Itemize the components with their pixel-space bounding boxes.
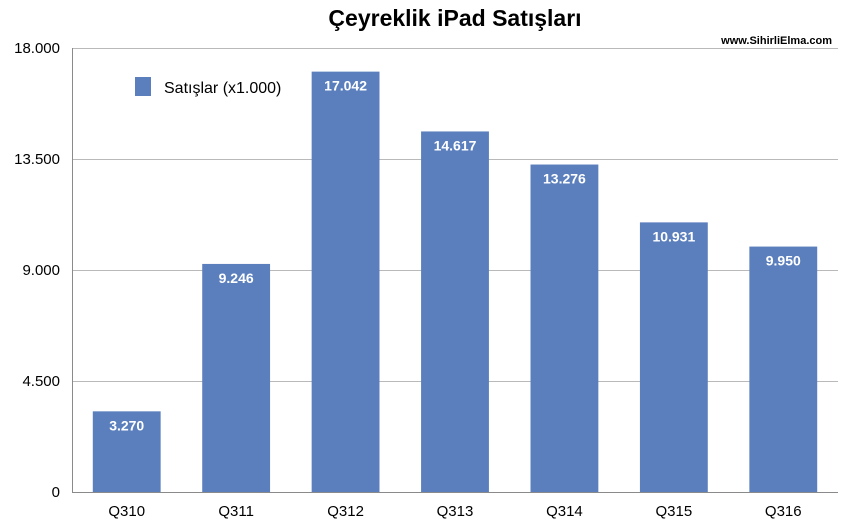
bar [202,263,271,492]
bar-value-label: 9.246 [219,270,254,286]
bar-value-label: 9.950 [766,253,801,269]
y-tick-label: 0 [52,484,60,501]
y-axis-tick-labels: 0 4.500 9.000 13.500 18.000 [14,40,60,501]
chart-title: Çeyreklik iPad Satışları [328,5,581,31]
legend-swatch [135,77,151,96]
bar-value-label: 17.042 [324,78,367,94]
bars: 3.270 9.246 17.042 14.617 13.276 10.931 9.950 [92,71,818,493]
y-tick-label: 9.000 [22,262,60,279]
x-tick-label: Q313 [437,503,474,520]
x-axis-tick-labels: Q310 Q311 Q312 Q313 Q314 Q315 Q316 [108,503,801,520]
bar-value-label: 13.276 [543,171,586,187]
x-tick-label: Q314 [546,503,583,520]
y-tick-label: 13.500 [14,151,60,168]
x-tick-label: Q316 [765,503,802,520]
bar [530,164,599,492]
legend: Satışlar (x1.000) [135,77,281,97]
bar-value-label: 3.270 [109,417,144,433]
bar [639,222,708,493]
bar [421,131,489,492]
legend-label: Satışlar (x1.000) [164,80,281,97]
y-tick-label: 4.500 [22,373,60,390]
x-tick-label: Q311 [218,503,254,520]
x-tick-label: Q310 [108,503,145,520]
y-tick-label: 18.000 [14,40,60,57]
bar [92,411,161,492]
watermark-text: www.SihirliElma.com [720,35,832,47]
x-tick-label: Q315 [656,503,693,520]
bar-value-label: 10.931 [652,228,695,244]
bar [311,71,380,492]
x-tick-label: Q312 [327,503,364,520]
bar [749,246,818,492]
bar-value-label: 14.617 [434,137,477,153]
